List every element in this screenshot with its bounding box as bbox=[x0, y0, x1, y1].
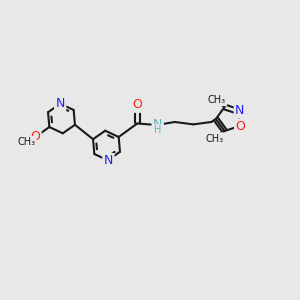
Text: CH₃: CH₃ bbox=[206, 134, 224, 143]
Text: N: N bbox=[56, 97, 65, 110]
Text: N: N bbox=[153, 118, 162, 131]
Text: O: O bbox=[132, 98, 142, 111]
Text: H: H bbox=[154, 125, 161, 135]
Text: N: N bbox=[104, 154, 113, 167]
Text: CH₃: CH₃ bbox=[17, 137, 35, 147]
Text: N: N bbox=[235, 104, 244, 117]
Text: O: O bbox=[236, 120, 245, 133]
Text: CH₃: CH₃ bbox=[208, 95, 226, 105]
Text: O: O bbox=[30, 130, 40, 143]
